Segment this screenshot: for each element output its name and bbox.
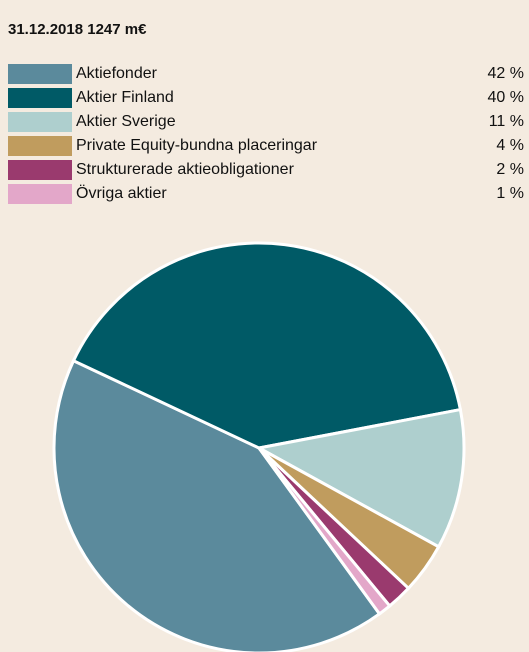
legend-label: Aktier Sverige [76, 113, 176, 130]
legend-swatch [8, 136, 72, 156]
legend-label: Strukturerade aktieobligationer [76, 161, 295, 178]
pie-slice [52, 358, 382, 652]
legend-swatch [8, 160, 72, 180]
legend-value: 11 % [489, 113, 524, 130]
legend-label: Private Equity-bundna placeringar [76, 137, 318, 154]
legend-swatch [8, 184, 72, 204]
legend-swatch [8, 64, 72, 84]
legend-value: 40 % [488, 89, 524, 106]
legend-value: 1 % [496, 185, 524, 202]
legend-swatch [8, 112, 72, 132]
pie-slice [254, 407, 466, 549]
legend-swatch [8, 88, 72, 108]
legend-value: 2 % [496, 161, 524, 178]
legend-label: Övriga aktier [76, 184, 167, 202]
chart-title: 31.12.2018 1247 m€ [8, 21, 147, 38]
legend-value: 42 % [488, 65, 524, 82]
pie-slice [71, 241, 463, 450]
legend-label: Aktiefonder [76, 65, 158, 82]
legend-label: Aktier Finland [76, 89, 174, 106]
pie-slice [257, 447, 392, 616]
legend-value: 4 % [496, 137, 524, 154]
